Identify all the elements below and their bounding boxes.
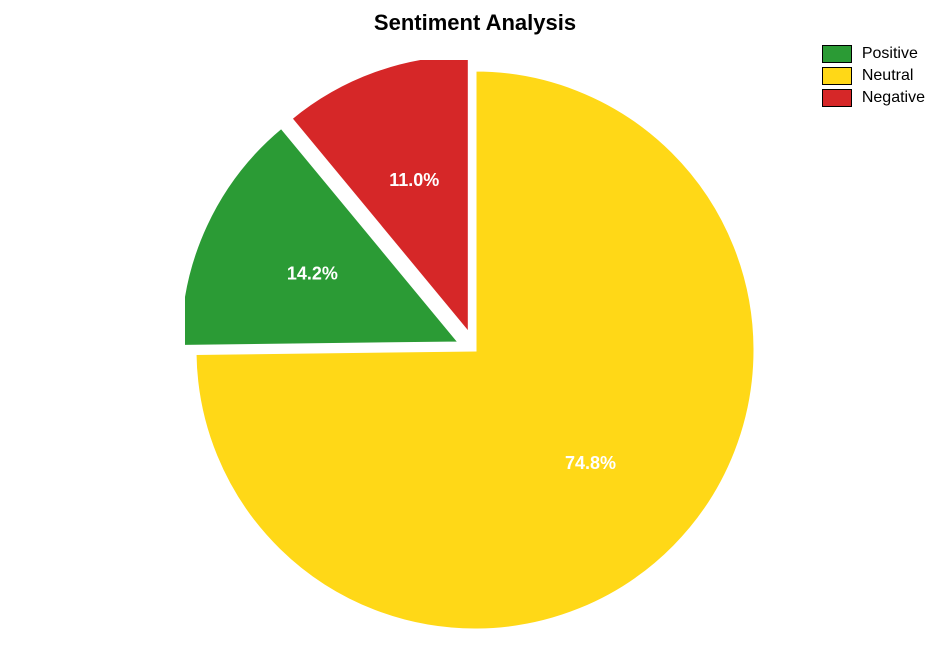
legend: Positive Neutral Negative [822,45,925,107]
slice-label-neutral: 74.8% [565,453,616,473]
legend-label: Positive [862,45,918,63]
legend-label: Neutral [862,67,914,85]
legend-swatch [822,89,852,107]
legend-label: Negative [862,89,925,107]
legend-item-negative: Negative [822,89,925,107]
slice-label-positive: 14.2% [287,263,338,283]
legend-item-positive: Positive [822,45,925,63]
legend-item-neutral: Neutral [822,67,925,85]
pie-chart: 74.8% 14.2% 11.0% [185,60,765,640]
legend-swatch [822,45,852,63]
slice-label-negative: 11.0% [389,170,439,190]
legend-swatch [822,67,852,85]
chart-title: Sentiment Analysis [0,10,950,36]
